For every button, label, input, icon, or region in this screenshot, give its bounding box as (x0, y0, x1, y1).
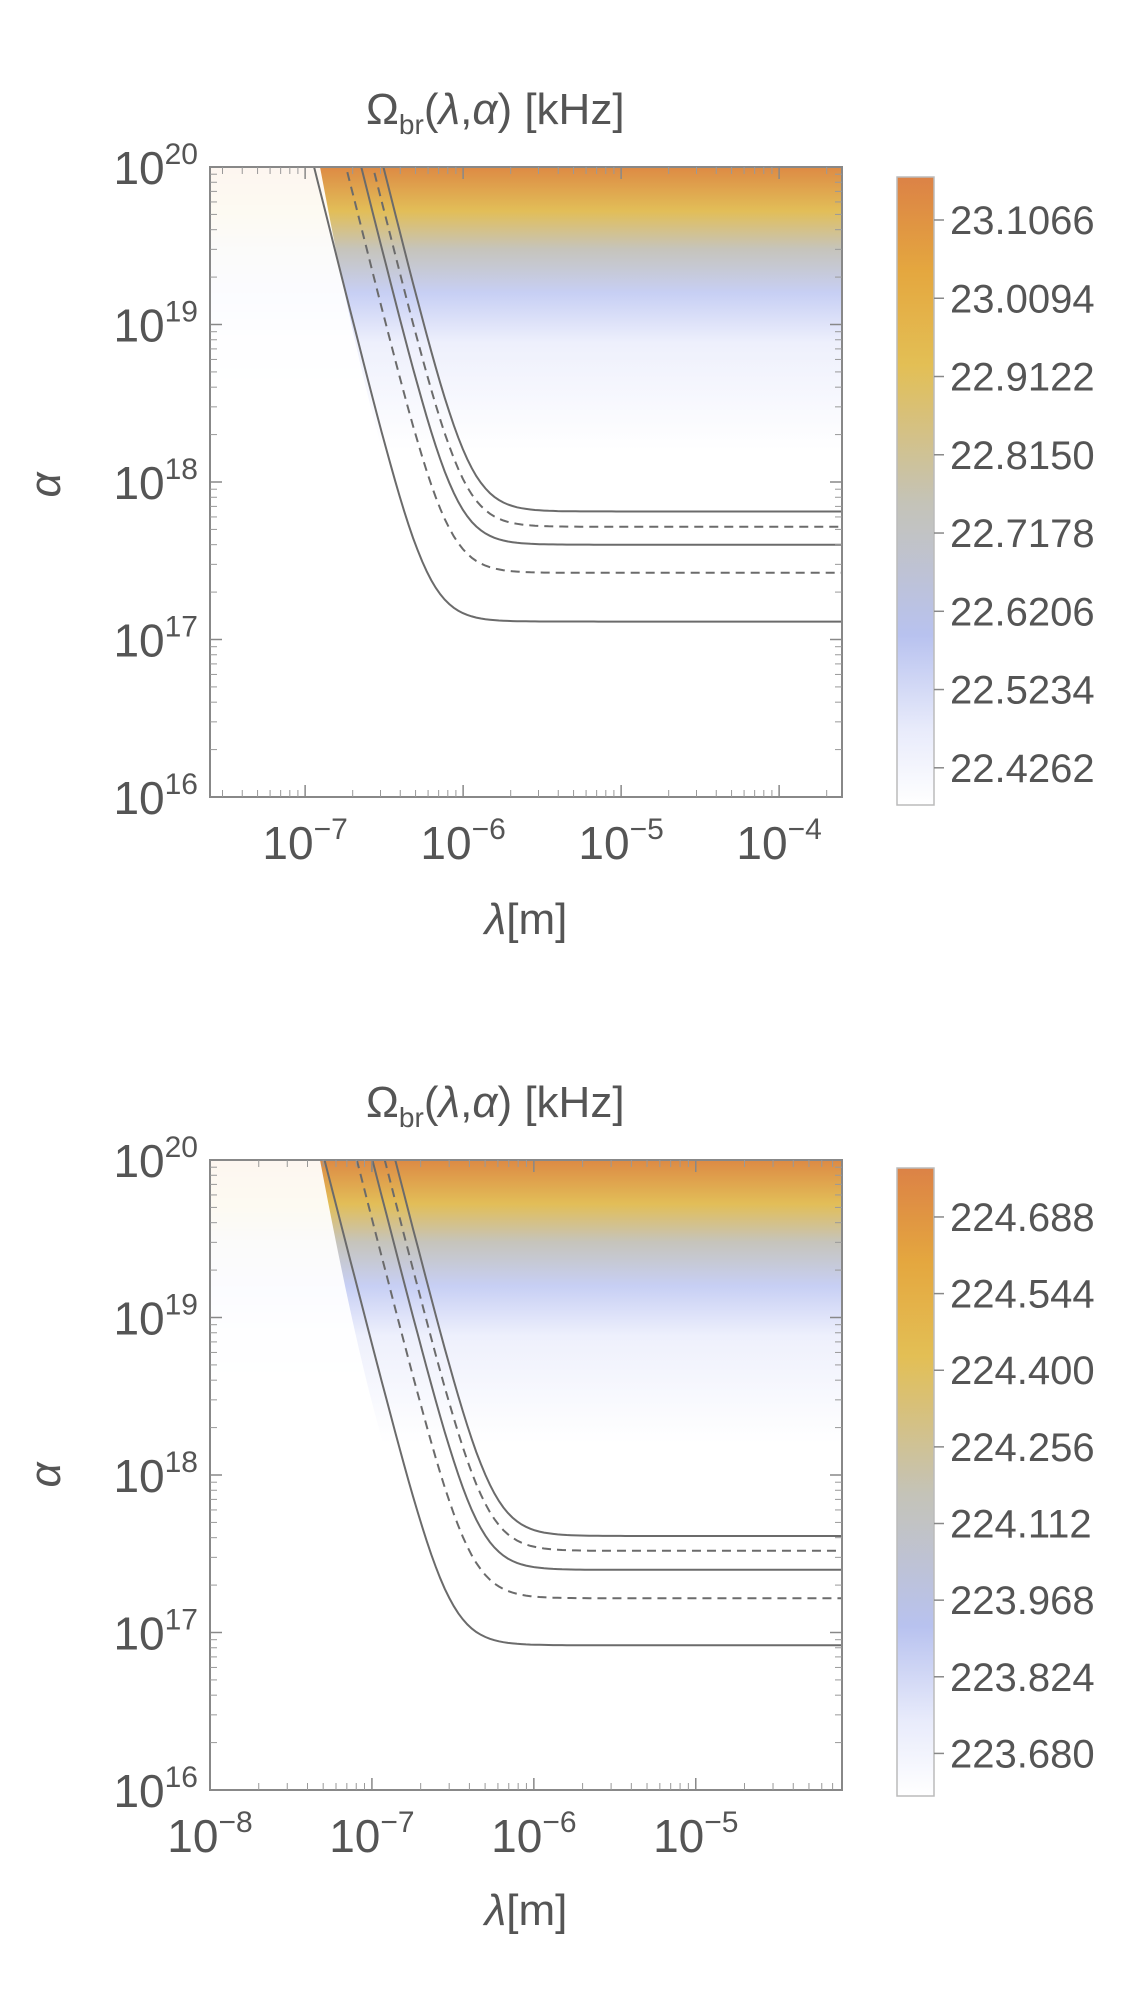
contour-lines (313, 167, 842, 623)
chart-panel-top: Ωbr(λ,α) [kHz] 10−7 10−6 10−5 10−4101610171… (21, 85, 1095, 944)
colorbar-tick-label: 223.680 (950, 1732, 1095, 1776)
contour-line-dashed (383, 1160, 842, 1552)
y-tick-label: 1017 (113, 611, 198, 667)
heatmap-field (210, 167, 842, 797)
x-tick-label: 10−7 (262, 813, 347, 869)
heatmap-field (210, 1160, 842, 1790)
axis-ticks: 10−8 10−7 10−6 10−5 1016 1017 1018 1019 1020 (113, 1131, 842, 1862)
x-tick-label: 10−8 (167, 1806, 252, 1862)
colorbar-ticks: 224.688 224.544 224.400 224.256 224.112 223.9… (934, 1196, 1095, 1776)
colorbar-tick-label: 224.256 (950, 1426, 1095, 1470)
colorbar-ticks: 23.1066 23.0094 22.9122 22.8150 22.7178 22.62… (934, 199, 1095, 791)
contour-line-solid (394, 1160, 842, 1537)
x-tick-label: 10−5 (578, 813, 663, 869)
y-tick-label: 1016 (113, 1761, 198, 1817)
contour-line-solid (360, 167, 842, 546)
colorbar-tick-label: 22.4262 (950, 747, 1095, 791)
colorbar-tick-label: 22.5234 (950, 669, 1095, 713)
contour-line-solid (313, 167, 842, 623)
colorbar: 224.688 224.544 224.400 224.256 224.112 223.9… (896, 1167, 1095, 1797)
chart-title: Ωbr(λ,α) [kHz] (366, 1078, 625, 1133)
low-region-mask (210, 1160, 842, 1790)
colorbar-tick-label: 22.6206 (950, 590, 1095, 634)
x-tick-label: 10−5 (653, 1806, 738, 1862)
colorbar-gradient (896, 1167, 935, 1797)
colorbar-tick-label: 22.9122 (950, 356, 1095, 400)
low-region-mask (210, 167, 842, 797)
colorbar-tick-label: 224.400 (950, 1349, 1095, 1393)
y-tick-label: 1019 (113, 1289, 198, 1345)
y-tick-label: 1018 (113, 453, 198, 509)
chart-title: Ωbr(λ,α) [kHz] (366, 85, 625, 140)
contour-line-dashed (345, 167, 842, 574)
y-tick-label: 1016 (113, 768, 198, 824)
contour-lines (323, 1160, 842, 1647)
colorbar-tick-label: 223.824 (950, 1656, 1095, 1700)
colorbar-tick-label: 23.0094 (950, 277, 1095, 321)
colorbar-tick-label: 224.544 (950, 1273, 1095, 1317)
contour-line-solid (323, 1160, 842, 1647)
axis-ticks: 10−7 10−6 10−5 10−4 1016 1017 1018 1019 1020 (113, 138, 842, 869)
colorbar: 23.1066 23.0094 22.9122 22.8150 22.7178 22.62… (896, 176, 1095, 806)
y-tick-label: 1017 (113, 1604, 198, 1660)
x-tick-label: 10−6 (420, 813, 505, 869)
colorbar-tick-label: 223.968 (950, 1579, 1095, 1623)
colorbar-tick-label: 22.8150 (950, 434, 1095, 478)
colorbar-tick-label: 224.112 (950, 1503, 1092, 1547)
x-axis-label: λ[m] (483, 1886, 568, 1935)
contour-line-solid (382, 167, 842, 513)
x-tick-label: 10−6 (491, 1806, 576, 1862)
x-tick-label: 10−7 (329, 1806, 414, 1862)
y-tick-label: 1019 (113, 296, 198, 352)
x-axis-label: λ[m] (483, 895, 568, 944)
x-tick-label: 10−4 (736, 813, 821, 869)
y-tick-label: 1020 (113, 138, 198, 194)
colorbar-gradient (896, 176, 935, 806)
colorbar-tick-label: 224.688 (950, 1196, 1095, 1240)
colorbar-tick-label: 22.7178 (950, 512, 1095, 556)
contour-line-dashed (371, 167, 842, 528)
colorbar-tick-label: 23.1066 (950, 199, 1095, 243)
y-axis-label: α (21, 1461, 70, 1488)
y-tick-label: 1018 (113, 1446, 198, 1502)
y-tick-label: 1020 (113, 1131, 198, 1187)
y-axis-label: α (21, 471, 70, 498)
contour-line-solid (371, 1160, 842, 1571)
chart-panel-bottom: Ωbr(λ,α) [kHz] 10−8 10−7 10−6 10−5101610171… (21, 1078, 1095, 1935)
